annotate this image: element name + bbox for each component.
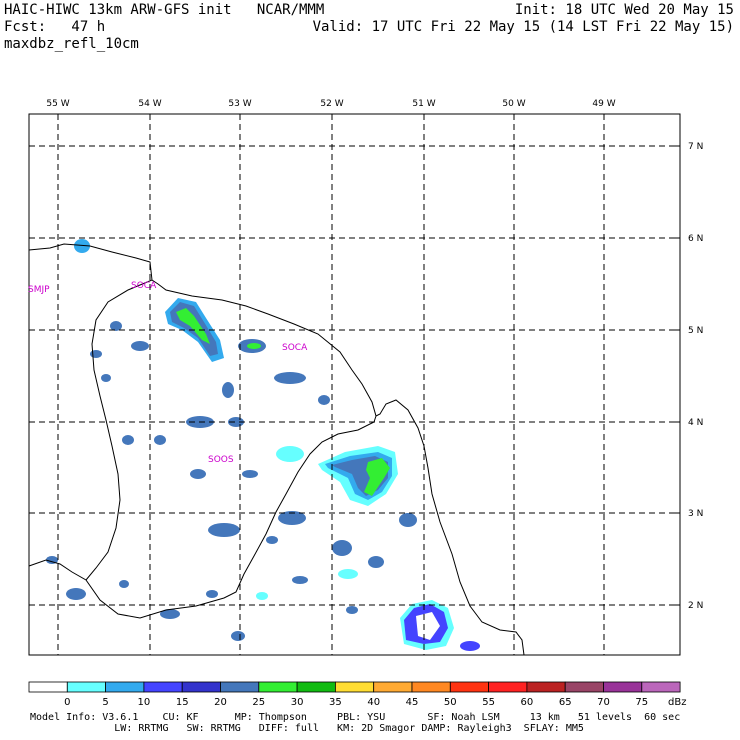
refl-cell xyxy=(266,536,278,544)
refl-cell xyxy=(176,308,210,344)
station-label: SMJP xyxy=(28,285,50,295)
color-scale-tick-label: 35 xyxy=(329,697,342,708)
refl-cell xyxy=(131,341,149,351)
color-scale-tick-label: 75 xyxy=(635,697,648,708)
color-scale-tick-label: 60 xyxy=(521,697,534,708)
color-scale-tick-label: 45 xyxy=(406,697,419,708)
refl-cell xyxy=(122,435,134,445)
refl-cell xyxy=(190,469,206,479)
refl-cell xyxy=(231,631,245,641)
color-scale-tick-label: 20 xyxy=(214,697,227,708)
color-scale-swatch xyxy=(181,681,221,693)
color-scale-swatch xyxy=(296,681,336,693)
refl-cell xyxy=(364,458,390,496)
refl-cell xyxy=(247,343,261,349)
refl-cell xyxy=(332,540,352,556)
border-path xyxy=(28,415,377,619)
lon-label: 52 W xyxy=(320,99,343,109)
station-label: SOCA xyxy=(131,281,157,291)
color-scale-swatch xyxy=(411,681,451,693)
station-label: SOOS xyxy=(208,455,234,465)
tick-marks xyxy=(57,114,680,606)
color-scale-swatch xyxy=(66,681,107,693)
refl-cell xyxy=(416,612,440,640)
lat-label: 3 N xyxy=(688,509,703,519)
color-scale-tick-label: 10 xyxy=(138,697,151,708)
color-scale-swatch xyxy=(28,681,68,693)
refl-cell xyxy=(101,374,111,382)
color-scale-swatch xyxy=(488,681,528,693)
lon-label: 50 W xyxy=(502,99,525,109)
refl-cell xyxy=(338,569,358,579)
color-scale-bar: 0 5 10 15 20 25 30 35 40 45 50 55 60 65 70 75 xyxy=(28,681,681,708)
refl-cell xyxy=(160,609,180,619)
color-scale-tick-label: 0 xyxy=(64,697,70,708)
refl-cell xyxy=(66,588,86,600)
color-scale-tick-label: 55 xyxy=(482,697,495,708)
refl-cell xyxy=(242,470,258,478)
refl-cell xyxy=(110,321,122,331)
station-label: SOCA xyxy=(282,343,308,353)
map-frame xyxy=(28,113,681,656)
header-title: HAIC-HIWC 13km ARW-GFS init NCAR/MMM xyxy=(4,2,325,18)
lat-label: 4 N xyxy=(688,418,703,428)
refl-cell xyxy=(346,606,358,614)
color-scale-swatch xyxy=(334,681,375,693)
color-scale-tick-label: 5 xyxy=(102,697,108,708)
refl-cell xyxy=(278,511,306,525)
lat-label: 6 N xyxy=(688,234,703,244)
color-scale-tick-label: 70 xyxy=(597,697,610,708)
lon-label: 49 W xyxy=(592,99,615,109)
refl-cell xyxy=(222,382,234,398)
refl-cell xyxy=(90,350,102,358)
refl-cell xyxy=(256,592,268,600)
header-field: maxdbz_refl_10cm xyxy=(4,36,139,52)
color-scale-swatch xyxy=(220,681,260,693)
color-scale-unit: dBz xyxy=(668,697,686,708)
color-scale-tick-label: 65 xyxy=(559,697,572,708)
header-fcst: Fcst: 47 h xyxy=(4,19,106,35)
lon-label: 55 W xyxy=(46,99,69,109)
refl-cell xyxy=(154,435,166,445)
refl-cell xyxy=(74,239,90,253)
header-init: Init: 18 UTC Wed 20 May 15 xyxy=(514,2,734,18)
color-scale-swatch xyxy=(105,681,145,693)
color-scale-swatch xyxy=(526,681,566,693)
color-scale-swatch xyxy=(641,681,681,693)
color-scale-tick-label: 50 xyxy=(444,697,457,708)
refl-cell xyxy=(318,395,330,405)
refl-cell xyxy=(460,641,480,651)
lon-label: 53 W xyxy=(228,99,251,109)
refl-cell xyxy=(274,372,306,384)
color-scale-tick-label: 15 xyxy=(176,697,189,708)
header-valid: Valid: 17 UTC Fri 22 May 15 (14 LST Fri … xyxy=(312,19,734,35)
lat-lon-grid xyxy=(29,114,680,655)
refl-cell xyxy=(208,523,240,537)
refl-cell xyxy=(368,556,384,568)
lon-label: 54 W xyxy=(138,99,161,109)
refl-cell xyxy=(119,580,129,588)
lon-label: 51 W xyxy=(412,99,435,109)
refl-cell xyxy=(276,446,304,462)
color-scale-tick-label: 40 xyxy=(367,697,380,708)
color-scale-swatch xyxy=(373,681,413,693)
footer-model-info: Model Info: V3.6.1 CU: KF MP: Thompson P… xyxy=(30,712,681,723)
lat-label: 5 N xyxy=(688,326,703,336)
border-path xyxy=(85,279,153,581)
refl-cell xyxy=(206,590,218,598)
refl-cell xyxy=(46,556,58,564)
color-scale-swatch xyxy=(449,681,489,693)
color-scale-swatch xyxy=(603,681,643,693)
color-scale-tick-label: 25 xyxy=(252,697,265,708)
refl-cell xyxy=(292,576,308,584)
lat-label: 7 N xyxy=(688,142,703,152)
color-scale-swatch xyxy=(143,681,183,693)
lat-label: 2 N xyxy=(688,601,703,611)
refl-cell xyxy=(399,513,417,527)
color-scale-tick-label: 30 xyxy=(291,697,304,708)
color-scale-swatch xyxy=(258,681,298,693)
footer-physics-info: LW: RRTMG SW: RRTMG DIFF: full KM: 2D Sm… xyxy=(30,723,584,734)
color-scale-swatch xyxy=(564,681,604,693)
